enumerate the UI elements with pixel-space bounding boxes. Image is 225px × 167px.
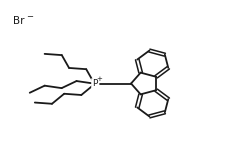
Text: P: P <box>92 79 97 88</box>
Text: +: + <box>97 76 102 82</box>
Text: Br: Br <box>13 16 25 26</box>
Text: −: − <box>26 12 33 21</box>
